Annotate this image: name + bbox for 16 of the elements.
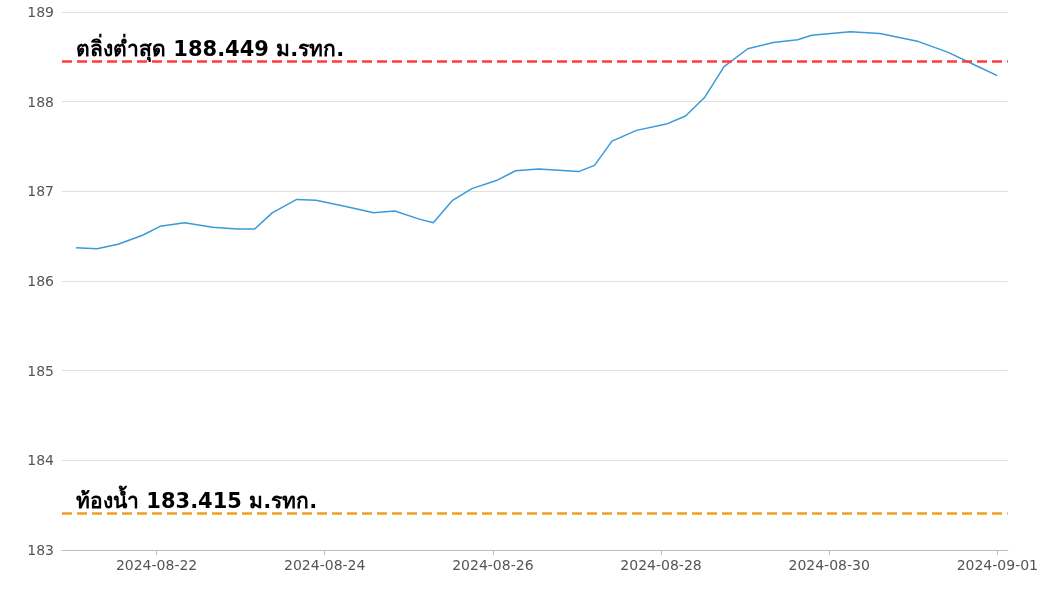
y-tick-label: 189 [27, 4, 54, 20]
y-tick-label: 184 [27, 452, 55, 469]
y-tick-label: 185 [27, 362, 54, 379]
y-tick-label: 188 [27, 93, 54, 110]
y-tick-label: 186 [27, 273, 55, 289]
x-tick-label: 2024-09-01 [956, 557, 1039, 573]
line-series [75, 30, 999, 250]
x-tick-label: 2024-08-22 [115, 557, 198, 573]
x-tick-label: 2024-08-28 [620, 557, 702, 573]
ref-line-label: ท้องน้ำ 183.415 ม.รทก. [76, 484, 318, 513]
x-tick-label: 2024-08-24 [284, 557, 366, 573]
x-tick-label: 2024-08-26 [452, 557, 534, 573]
x-tick-label: 2024-08-30 [788, 557, 870, 573]
y-tick-label: 187 [27, 183, 54, 200]
y-tick-label: 183 [27, 542, 54, 558]
ref-line-label: ตลิ่งต่ำสุด 188.449 ม.รทก. [76, 32, 345, 63]
